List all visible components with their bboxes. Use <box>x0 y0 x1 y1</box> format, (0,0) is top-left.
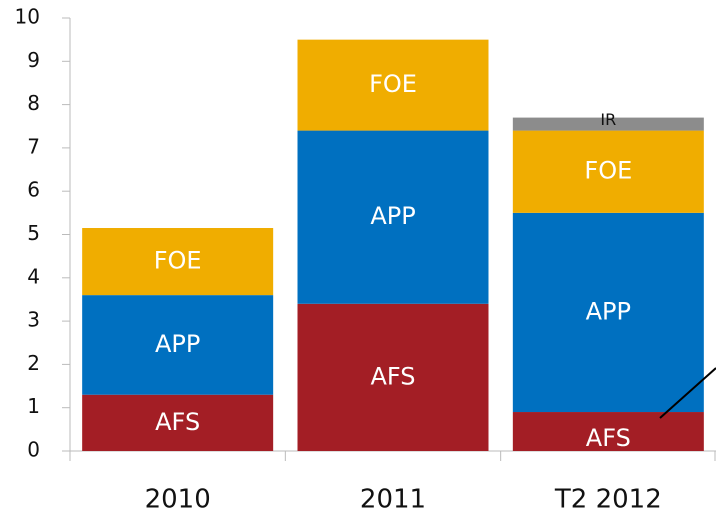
y-tick-label: 9 <box>27 48 40 72</box>
segment-label: FOE <box>369 70 417 98</box>
segment-label: AFS <box>370 362 415 390</box>
y-tick-label: 7 <box>27 134 40 158</box>
y-tick-label: 3 <box>27 308 40 332</box>
y-tick-label: 5 <box>27 221 40 245</box>
bar-segment <box>512 117 704 131</box>
bar-segment <box>82 295 274 395</box>
x-tick-label: 2011 <box>360 485 426 515</box>
y-tick-label: 1 <box>27 394 40 418</box>
segment-label: APP <box>586 297 631 325</box>
segment-label: AFS <box>155 408 200 436</box>
bar-segment <box>297 303 489 451</box>
segment-label: AFS <box>586 424 631 452</box>
bar-segment <box>512 412 704 451</box>
annotation-line <box>659 367 716 419</box>
segment-label: FOE <box>154 247 202 275</box>
bar-segment <box>297 130 489 304</box>
y-tick-label: 4 <box>27 264 40 288</box>
y-tick-label: 8 <box>27 91 40 115</box>
bar-segment <box>82 228 274 296</box>
bar-segment <box>512 130 704 213</box>
bar-segment <box>512 212 704 413</box>
y-tick-label: 2 <box>27 351 40 375</box>
segment-label: IR <box>600 110 616 129</box>
bar-segment <box>297 39 489 131</box>
y-tick-label: 6 <box>27 178 40 202</box>
segment-label: APP <box>370 202 415 230</box>
bar-segment <box>82 394 274 451</box>
x-tick-label: 2010 <box>145 485 211 515</box>
y-tick-label: 0 <box>27 438 40 462</box>
segment-label: FOE <box>584 157 632 185</box>
segment-label: APP <box>155 330 200 358</box>
x-tick-label: T2 2012 <box>554 485 662 515</box>
y-tick-label: 10 <box>15 5 40 29</box>
